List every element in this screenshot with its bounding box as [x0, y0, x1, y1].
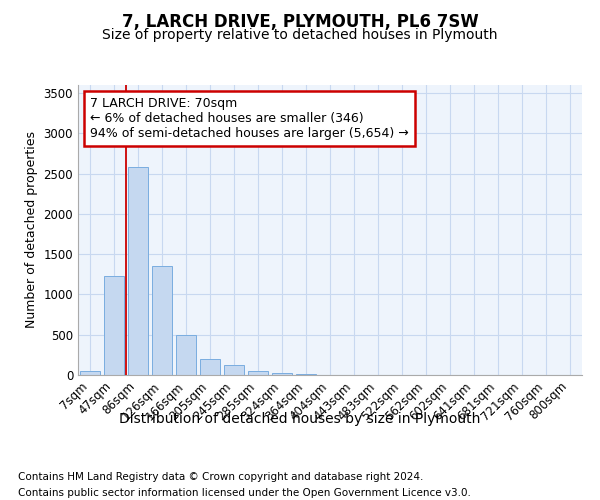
Bar — [152, 266, 172, 375]
Bar — [128, 167, 148, 375]
Bar — [80, 371, 100, 375]
Bar — [176, 334, 196, 375]
Text: Distribution of detached houses by size in Plymouth: Distribution of detached houses by size … — [119, 412, 481, 426]
Bar — [104, 276, 124, 375]
Bar — [296, 374, 316, 375]
Text: Contains public sector information licensed under the Open Government Licence v3: Contains public sector information licen… — [18, 488, 471, 498]
Bar — [200, 359, 220, 375]
Y-axis label: Number of detached properties: Number of detached properties — [25, 132, 38, 328]
Bar — [272, 372, 292, 375]
Bar — [248, 371, 268, 375]
Text: 7, LARCH DRIVE, PLYMOUTH, PL6 7SW: 7, LARCH DRIVE, PLYMOUTH, PL6 7SW — [122, 12, 478, 30]
Text: Contains HM Land Registry data © Crown copyright and database right 2024.: Contains HM Land Registry data © Crown c… — [18, 472, 424, 482]
Text: 7 LARCH DRIVE: 70sqm
← 6% of detached houses are smaller (346)
94% of semi-detac: 7 LARCH DRIVE: 70sqm ← 6% of detached ho… — [90, 97, 409, 140]
Text: Size of property relative to detached houses in Plymouth: Size of property relative to detached ho… — [102, 28, 498, 42]
Bar — [224, 366, 244, 375]
